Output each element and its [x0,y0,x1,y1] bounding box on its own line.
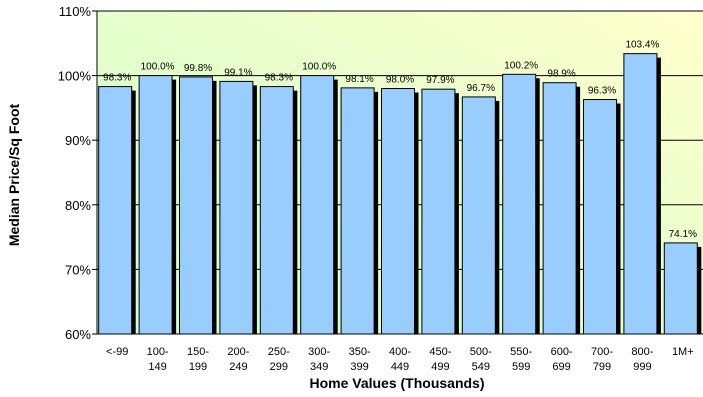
data-label: 97.9% [426,75,454,86]
bars [98,53,702,335]
data-label: 100.0% [302,62,336,73]
x-tick-label: 450-499 [429,346,451,373]
data-label: 98.1% [345,74,373,85]
bar [542,82,577,335]
bar [502,73,537,335]
bar [583,99,617,335]
data-label: 99.1% [224,67,252,78]
y-tick-label: 80% [65,198,91,213]
y-tick-label: 60% [65,327,91,342]
x-tick-label: 400-449 [389,346,411,373]
x-tick-label: <-99 [106,346,128,358]
data-label: 98.9% [547,69,575,80]
bar [98,86,133,335]
x-tick-label: 600-699 [551,346,573,373]
x-tick-label: 700-799 [591,346,613,373]
x-tick-label: 300-349 [308,346,330,373]
data-labels: 98.3% 100.0% 99.8% 99.1% 98.3% 100.0% 98.1% 98.… [103,40,697,240]
bar [259,86,294,335]
data-label: 96.3% [588,86,616,97]
y-tick-label: 110% [59,4,92,19]
x-tick-label: 100-149 [147,346,169,373]
x-tick-label: 800-999 [631,346,653,373]
data-label: 74.1% [669,229,697,240]
x-tick-label: 200-249 [227,346,249,373]
x-axis-title: Home Values (Thousands) [309,375,484,391]
data-label: 98.3% [103,73,131,84]
x-tick-label: 250-299 [268,346,290,373]
bar [421,88,456,335]
bar [381,88,415,335]
data-label: 98.3% [265,73,293,84]
bar [461,96,496,335]
y-axis-ticks: 60% 70% 80% 90% 100% 110% [58,4,92,342]
data-label: 99.8% [184,63,212,74]
bar [138,75,173,335]
data-label: 100.0% [141,62,175,73]
y-tick-label: 70% [65,262,91,277]
data-label: 96.7% [467,83,495,94]
bar [300,75,335,335]
bar [219,80,254,335]
y-axis-title: Median Price/Sq Foot [6,103,22,246]
y-tick-label: 90% [65,133,91,148]
bar [179,76,213,335]
x-tick-label: 500-549 [470,346,492,373]
x-tick-label: 550-599 [510,346,532,373]
x-axis-ticks: <-99 100-149 150-199 200-249 250-299 300-349 3… [106,346,694,373]
data-label: 100.2% [504,60,538,71]
x-tick-label: 350-399 [349,346,371,373]
x-tick-label: 150-199 [187,346,209,373]
data-label: 98.0% [386,75,414,86]
data-label: 103.4% [625,40,659,51]
bar [663,242,698,335]
bar [623,53,658,335]
y-tick-label: 100% [58,69,92,84]
bar [340,87,375,335]
x-tick-label: 1M+ [672,346,694,358]
